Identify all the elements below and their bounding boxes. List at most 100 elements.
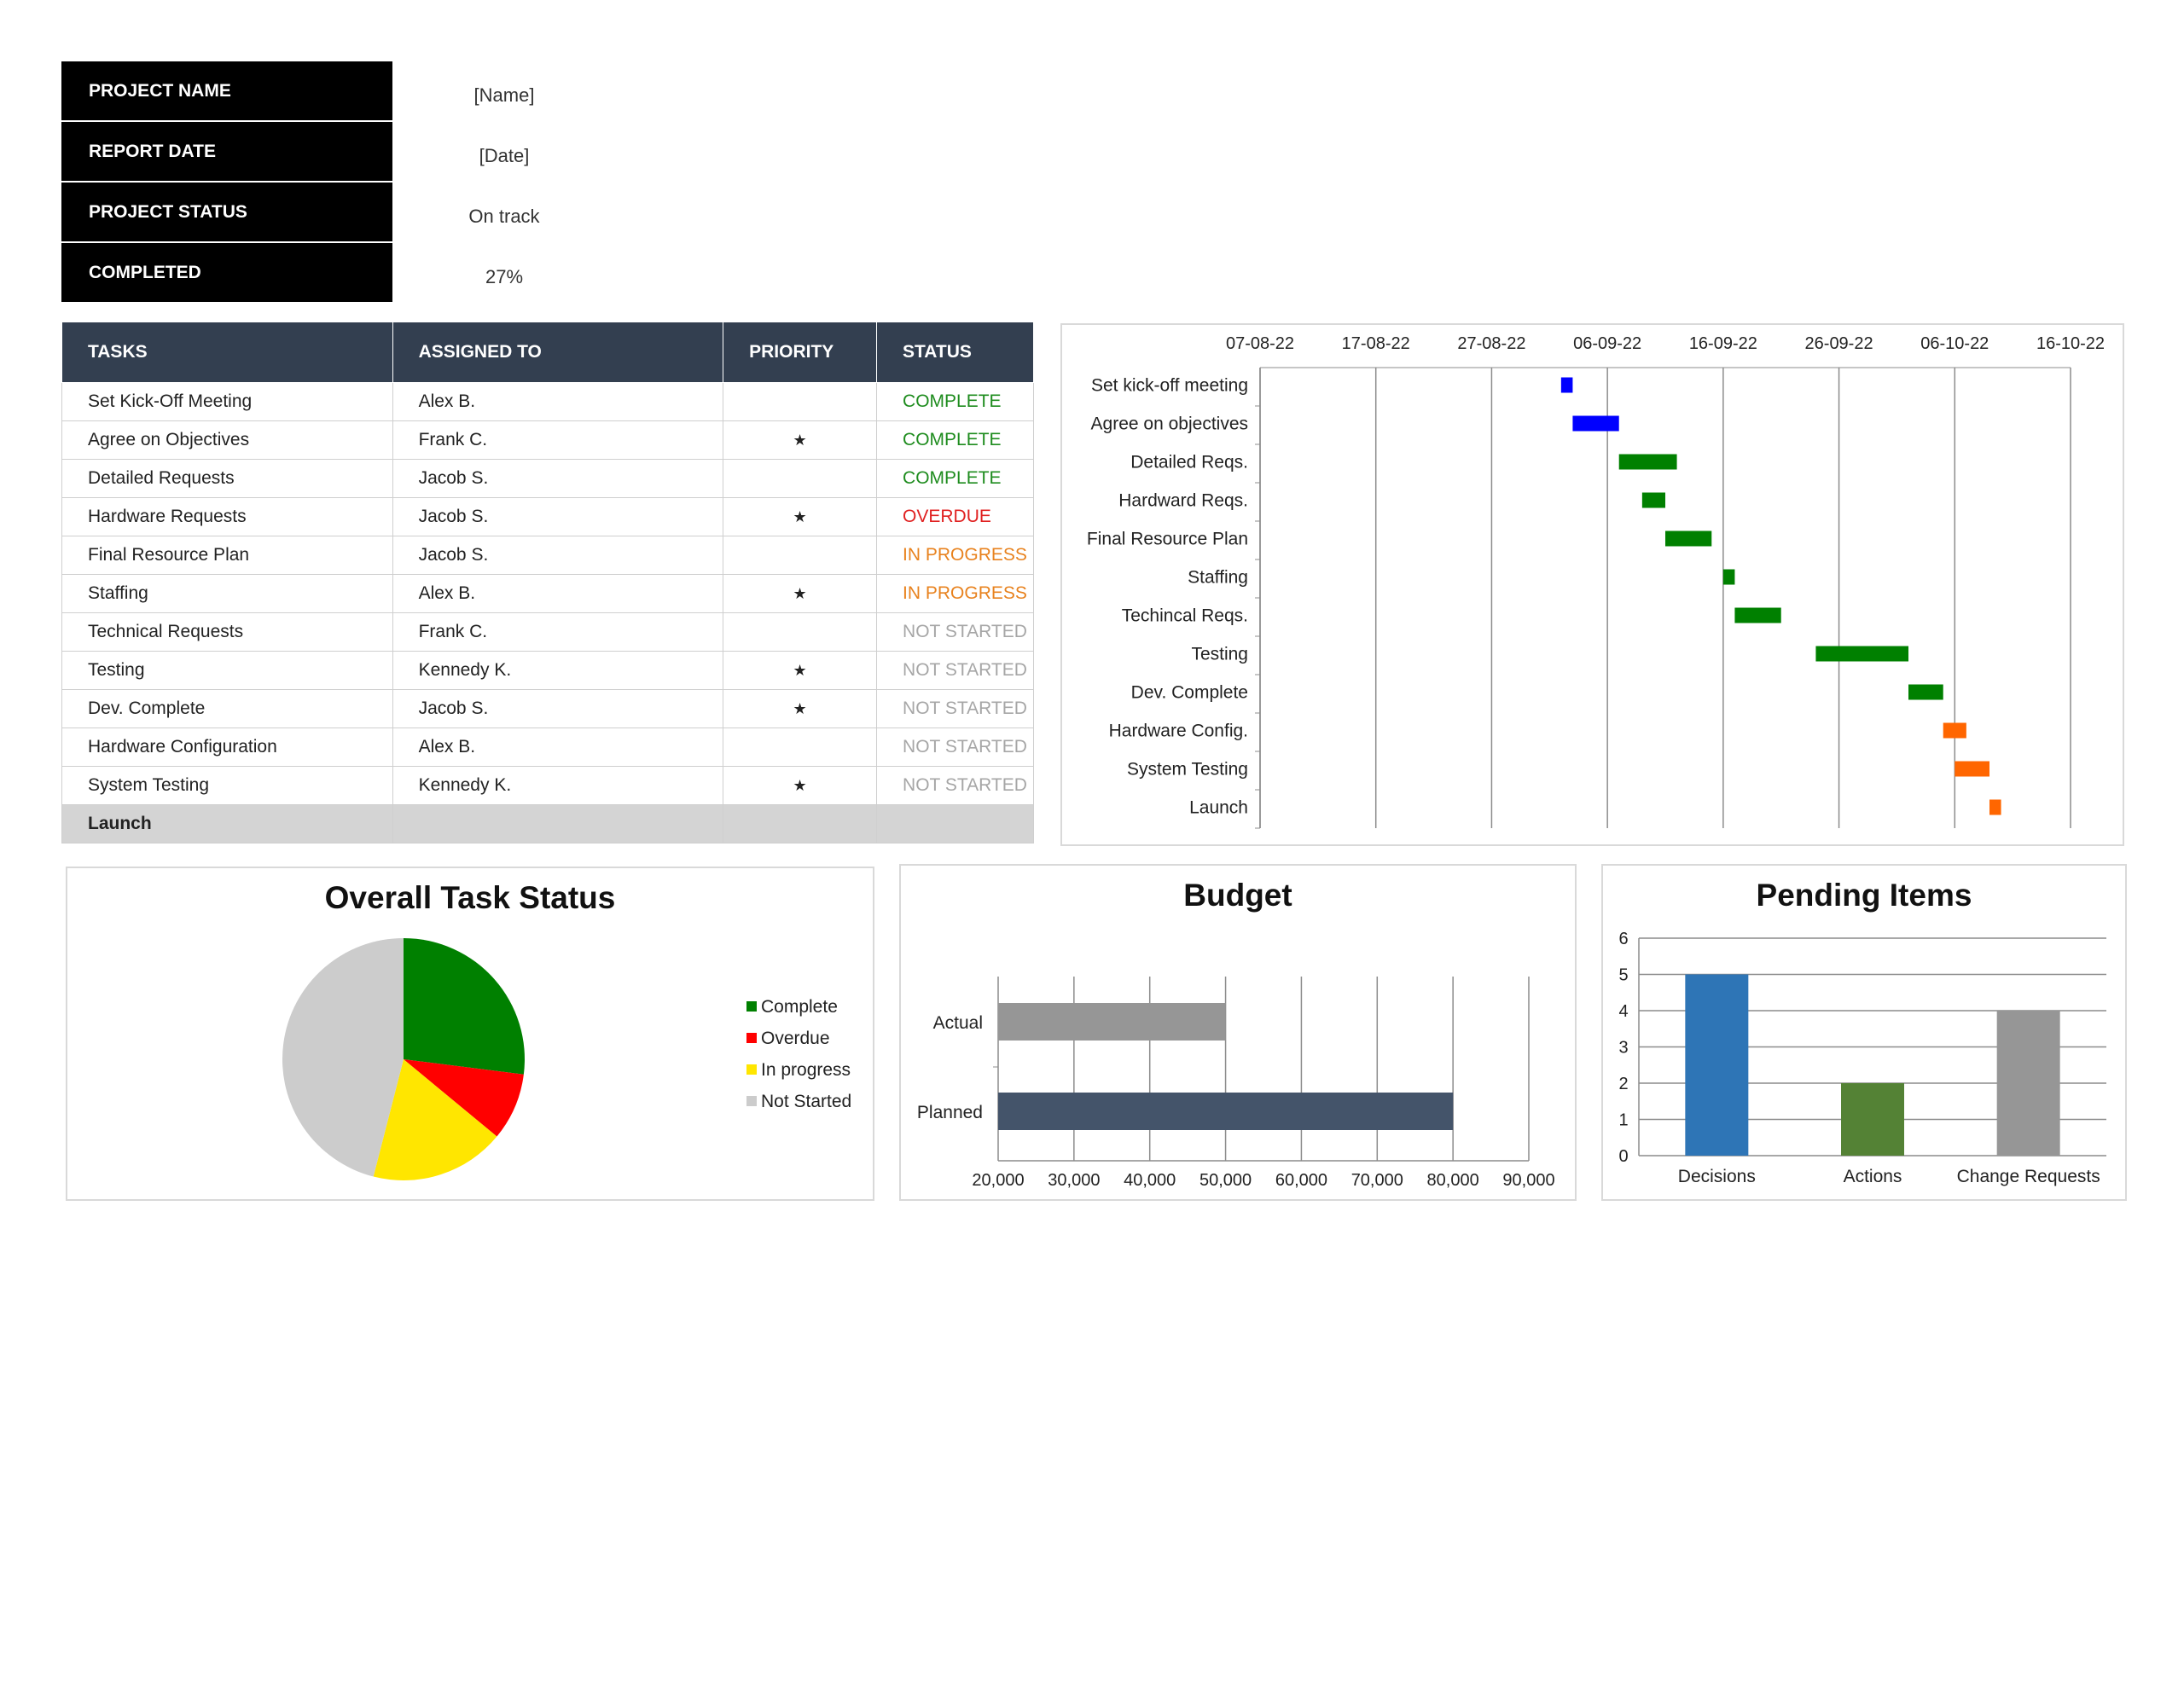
gantt-x-tick-label: 16-09-22 — [1689, 334, 1757, 353]
gantt-bar — [1641, 492, 1665, 508]
budget-chart-title: Budget — [1183, 878, 1292, 913]
pending-bar — [1685, 974, 1749, 1156]
gantt-chart-panel: 07-08-22 17-08-22 27-08-22 06-09-22 16-09-22… — [1060, 323, 2124, 846]
gantt-x-tick-label: 17-08-22 — [1342, 334, 1410, 353]
gantt-bar — [1908, 684, 1943, 700]
gantt-bar — [1955, 761, 1989, 777]
budget-x-tick-label: 50,000 — [1199, 1171, 1252, 1190]
assigned-to: Frank C. — [392, 612, 724, 652]
header-tasks: TASKS — [61, 322, 393, 383]
budget-chart: 20,000 30,000 40,000 50,000 60,000 70,000 80,0… — [917, 977, 1555, 1190]
pie-slice — [404, 938, 525, 1075]
summary-value: On track — [468, 205, 540, 227]
table-row: Technical Requests Frank C. NOT STARTED — [61, 612, 1034, 652]
gantt-task-label: System Testing — [1127, 760, 1248, 780]
pending-items-chart: 0 1 2 3 4 5 6 Decisions Actions Change Requests — [1618, 930, 2106, 1186]
gantt-task-label: Agree on objectives — [1091, 415, 1248, 434]
summary-label: PROJECT STATUS — [61, 183, 392, 241]
summary-value: 27% — [485, 265, 524, 287]
priority-star — [723, 804, 878, 844]
pending-y-tick-label: 0 — [1618, 1147, 1628, 1166]
task-status: IN PROGRESS — [876, 574, 1034, 613]
gantt-task-label: Dev. Complete — [1131, 683, 1248, 703]
pending-category-label: Actions — [1844, 1167, 1902, 1186]
gantt-bar — [1572, 415, 1619, 432]
assigned-to: Alex B. — [392, 382, 724, 421]
budget-x-tick-label: 70,000 — [1351, 1171, 1403, 1190]
task-table-body: Set Kick-Off Meeting Alex B. COMPLETE Agree… — [61, 382, 1034, 844]
budget-bar — [998, 1093, 1454, 1130]
assigned-to: Kennedy K. — [392, 651, 724, 690]
pie-slice — [404, 1059, 524, 1137]
summary-row-report-date: REPORT DATE [Date] — [61, 122, 616, 183]
task-status — [876, 804, 1034, 844]
task-status: NOT STARTED — [876, 766, 1034, 805]
gantt-task-label: Techincal Reqs. — [1122, 606, 1248, 626]
pending-chart-title: Pending Items — [1756, 878, 1972, 913]
pie-slice — [373, 1059, 497, 1180]
header-assigned-to: ASSIGNED TO — [392, 322, 724, 383]
task-name: Dev. Complete — [61, 689, 393, 728]
gantt-bar — [1722, 569, 1735, 585]
assigned-to: Jacob S. — [392, 459, 724, 498]
pending-category-label: Decisions — [1678, 1167, 1756, 1186]
budget-bar — [998, 1003, 1226, 1041]
pie-legend-label: Not Started — [761, 1092, 851, 1111]
assigned-to: Alex B. — [392, 728, 724, 767]
gantt-x-tick-label: 06-10-22 — [1920, 334, 1989, 353]
task-status: COMPLETE — [876, 459, 1034, 498]
budget-chart-panel: Budget 20,000 30,000 40,000 50,000 60,000 70,… — [899, 864, 1577, 1201]
budget-x-tick-label: 90,000 — [1502, 1171, 1554, 1190]
gantt-chart: 07-08-22 17-08-22 27-08-22 06-09-22 16-09-22… — [1087, 334, 2105, 829]
priority-star — [723, 728, 878, 767]
pie-legend-swatch — [746, 1001, 757, 1012]
pie-legend-label: Complete — [761, 997, 838, 1017]
table-row: Launch — [61, 804, 1034, 844]
gantt-bar — [1815, 646, 1908, 662]
pie-legend-swatch — [746, 1064, 757, 1075]
gantt-x-tick-label: 16-10-22 — [2036, 334, 2105, 353]
assigned-to: Kennedy K. — [392, 766, 724, 805]
pending-y-tick-label: 1 — [1618, 1111, 1628, 1130]
table-row: Testing Kennedy K. ★ NOT STARTED — [61, 651, 1034, 690]
task-name: Agree on Objectives — [61, 420, 393, 460]
pie-chart-title: Overall Task Status — [324, 880, 616, 915]
priority-star: ★ — [723, 651, 878, 690]
summary-row-project-name: PROJECT NAME [Name] — [61, 61, 616, 122]
task-name: Set Kick-Off Meeting — [61, 382, 393, 421]
table-row: Set Kick-Off Meeting Alex B. COMPLETE — [61, 382, 1034, 421]
assigned-to: Frank C. — [392, 420, 724, 460]
gantt-bar — [1989, 799, 2001, 815]
gantt-task-label: Detailed Reqs. — [1130, 453, 1248, 472]
pending-items-panel: Pending Items 0 1 2 3 4 5 6 Decisions Actions Cha… — [1601, 864, 2127, 1201]
pending-bar — [1841, 1083, 1904, 1156]
task-status: COMPLETE — [876, 420, 1034, 460]
pending-category-label: Change Requests — [1957, 1167, 2100, 1186]
project-summary: PROJECT NAME [Name] REPORT DATE [Date] P… — [61, 61, 616, 304]
summary-value: [Name] — [473, 84, 535, 106]
task-status-pie-panel: Overall Task Status Complete Overdue In pr… — [66, 867, 874, 1201]
assigned-to: Jacob S. — [392, 689, 724, 728]
header-priority: PRIORITY — [723, 322, 878, 383]
task-name: Launch — [61, 804, 393, 844]
pie-legend-swatch — [746, 1033, 757, 1043]
summary-label: REPORT DATE — [61, 122, 392, 181]
gantt-bar — [1734, 607, 1781, 623]
task-status: NOT STARTED — [876, 612, 1034, 652]
task-status: COMPLETE — [876, 382, 1034, 421]
task-status: OVERDUE — [876, 497, 1034, 536]
task-name: System Testing — [61, 766, 393, 805]
table-row: Hardware Requests Jacob S. ★ OVERDUE — [61, 497, 1034, 536]
task-name: Technical Requests — [61, 612, 393, 652]
priority-star: ★ — [723, 766, 878, 805]
budget-x-tick-label: 40,000 — [1124, 1171, 1176, 1190]
task-table-header: TASKS ASSIGNED TO PRIORITY STATUS — [61, 322, 1034, 383]
gantt-task-label: Set kick-off meeting — [1091, 376, 1248, 396]
assigned-to — [392, 804, 724, 844]
gantt-bar — [1943, 722, 1966, 739]
gantt-bar — [1618, 454, 1677, 470]
priority-star — [723, 382, 878, 421]
gantt-bar — [1560, 377, 1573, 393]
table-row: Detailed Requests Jacob S. COMPLETE — [61, 459, 1034, 498]
assigned-to: Jacob S. — [392, 497, 724, 536]
